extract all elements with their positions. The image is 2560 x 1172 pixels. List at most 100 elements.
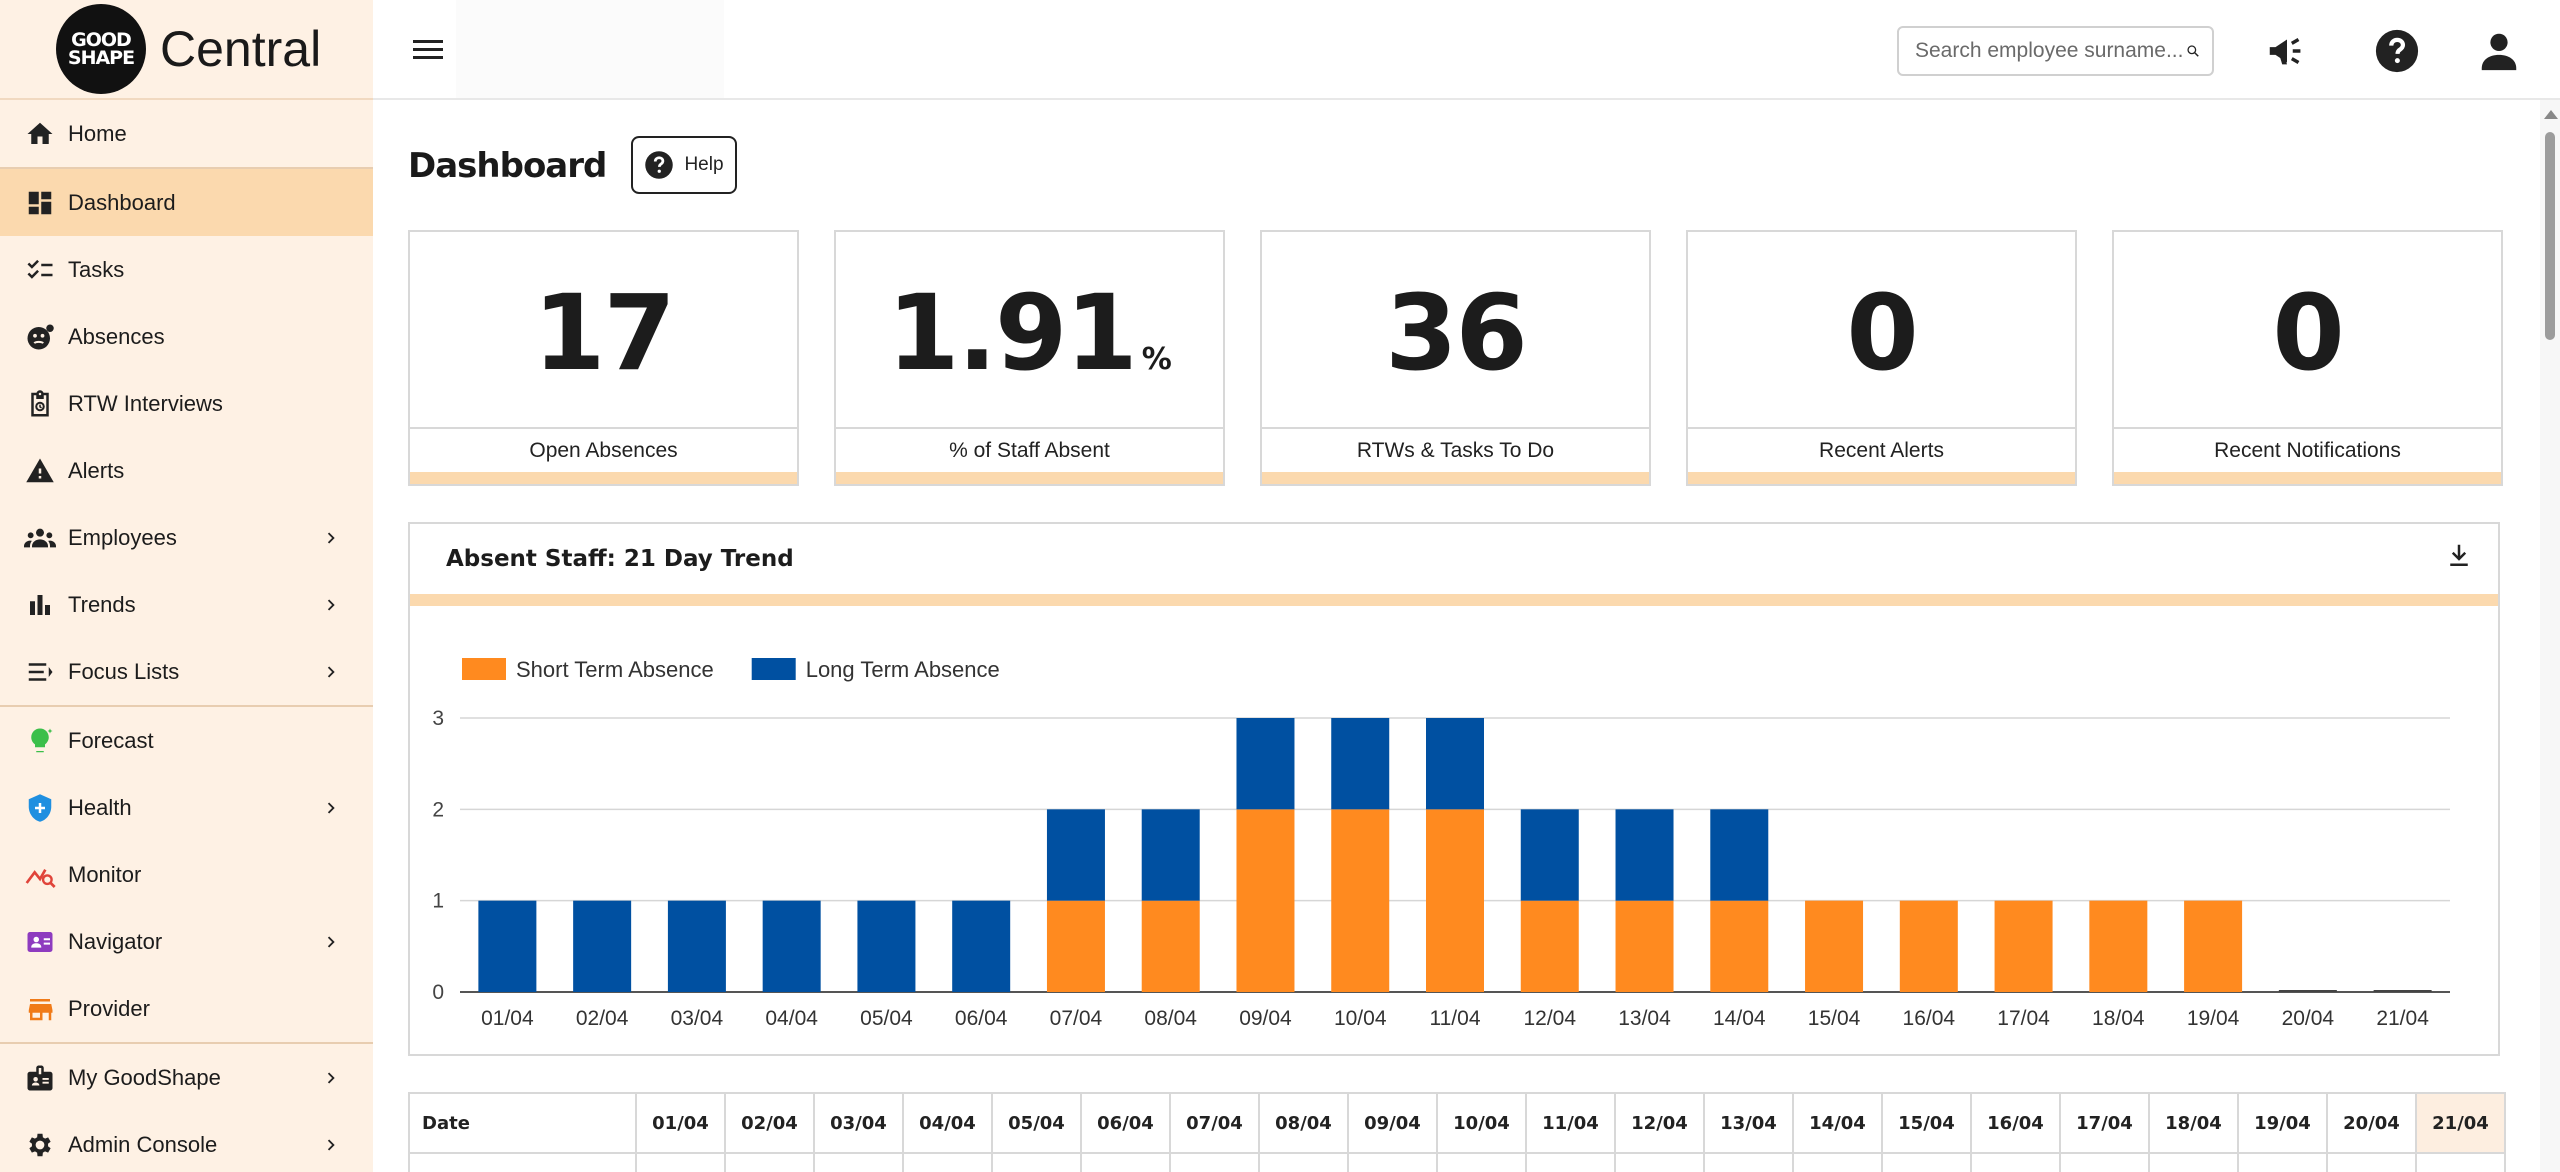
kpi-card-recent-alerts[interactable]: 0 Recent Alerts	[1686, 230, 2077, 486]
bar-segment-empty	[2373, 990, 2432, 992]
brand[interactable]: GOOD SHAPE Central	[0, 0, 373, 100]
bar-segment	[1331, 809, 1390, 992]
x-tick-label: 09/04	[1239, 1007, 1292, 1030]
bar-segment	[2184, 900, 2243, 992]
page-title: Dashboard	[408, 146, 607, 186]
header-placeholder	[456, 0, 724, 98]
x-tick-label: 03/04	[671, 1007, 724, 1030]
sidebar-item-label: Focus Lists	[68, 658, 180, 684]
x-tick-label: 14/04	[1713, 1007, 1766, 1030]
sidebar-item-my-goodshape[interactable]: My GoodShape	[0, 1044, 373, 1111]
sidebar-item-health[interactable]: Health	[0, 774, 373, 841]
chart-panel-header: Absent Staff: 21 Day Trend	[410, 524, 2498, 606]
table-cell	[1080, 1152, 1171, 1172]
kpi-number: 0	[2272, 272, 2344, 394]
people-icon	[22, 520, 58, 556]
chart-title: Absent Staff: 21 Day Trend	[446, 546, 794, 572]
table-header-day: 16/04	[1970, 1092, 2061, 1154]
sidebar-item-home[interactable]: Home	[0, 100, 373, 167]
help-button[interactable]: Help	[631, 136, 737, 194]
menu-toggle-button[interactable]	[413, 36, 443, 64]
x-tick-label: 12/04	[1523, 1007, 1576, 1030]
download-button[interactable]	[2444, 541, 2474, 577]
table-header-day: 09/04	[1347, 1092, 1438, 1154]
kpi-label: RTWs & Tasks To Do	[1262, 427, 1649, 473]
app-name: Central	[160, 21, 322, 77]
shield-icon	[22, 790, 58, 826]
kpi-unit: %	[1141, 342, 1172, 377]
x-tick-label: 19/04	[2187, 1007, 2240, 1030]
table-header-day: 07/04	[1169, 1092, 1260, 1154]
sidebar-item-absences[interactable]: Absences	[0, 303, 373, 370]
kpi-number: 36	[1385, 272, 1528, 394]
table-header-day: 06/04	[1080, 1092, 1171, 1154]
kpi-label: Recent Alerts	[1688, 427, 2075, 473]
bar-segment-empty	[2278, 990, 2337, 992]
table-cell	[2059, 1152, 2150, 1172]
sidebar-item-employees[interactable]: Employees	[0, 504, 373, 571]
x-tick-label: 06/04	[955, 1007, 1008, 1030]
sidebar-item-admin-console[interactable]: Admin Console	[0, 1111, 373, 1172]
help-button-label: Help	[684, 154, 724, 175]
x-tick-label: 16/04	[1903, 1007, 1956, 1030]
scroll-up-arrow[interactable]	[2544, 110, 2558, 119]
kpi-accent-bar	[2114, 472, 2501, 484]
user-account-button[interactable]	[2474, 26, 2524, 76]
bar-segment	[1805, 900, 1864, 992]
stacked-bar-chart: Short Term Absence Long Term Absence 0 1 2 3 0…	[432, 657, 2450, 1030]
legend-swatch	[751, 658, 796, 680]
table-header-day: 11/04	[1525, 1092, 1616, 1154]
kpi-accent-bar	[1262, 472, 1649, 484]
chevron-right-icon	[319, 1133, 343, 1157]
sidebar-item-tasks[interactable]: Tasks	[0, 236, 373, 303]
announcements-button[interactable]	[2262, 26, 2312, 76]
download-icon	[2450, 544, 2468, 566]
bar-segment	[1710, 809, 1769, 901]
search-input[interactable]	[1915, 39, 2186, 63]
sidebar-item-navigator[interactable]: Navigator	[0, 908, 373, 975]
bar-segment	[1899, 900, 1958, 992]
clipboard-icon	[22, 386, 58, 422]
sidebar-item-dashboard[interactable]: Dashboard	[0, 169, 373, 236]
kpi-card-open-absences[interactable]: 17 Open Absences	[408, 230, 799, 486]
table-cell	[902, 1152, 993, 1172]
legend-label: Long Term Absence	[806, 657, 1000, 682]
bar-segment	[1236, 718, 1295, 810]
kpi-card-rtws-tasks[interactable]: 36 RTWs & Tasks To Do	[1260, 230, 1651, 486]
page-scrollbar[interactable]	[2540, 100, 2560, 1172]
table-header-day: 20/04	[2326, 1092, 2417, 1154]
sidebar-item-label: Dashboard	[68, 189, 176, 215]
sidebar-divider	[0, 705, 373, 707]
kpi-number: 0	[1846, 272, 1918, 394]
kpi-card-staff-absent[interactable]: 1.91% % of Staff Absent	[834, 230, 1225, 486]
sidebar-item-forecast[interactable]: Forecast	[0, 707, 373, 774]
sidebar-item-trends[interactable]: Trends	[0, 571, 373, 638]
kpi-label: Recent Notifications	[2114, 427, 2501, 473]
scroll-thumb[interactable]	[2545, 132, 2555, 340]
kpi-accent-bar	[410, 472, 797, 484]
sidebar-item-focus-lists[interactable]: Focus Lists	[0, 638, 373, 705]
sidebar-item-rtw-interviews[interactable]: RTW Interviews	[0, 370, 373, 437]
sidebar-item-label: Admin Console	[68, 1131, 218, 1157]
bar-segment	[1046, 809, 1105, 901]
table-cell	[2415, 1152, 2506, 1172]
table-cell	[2237, 1152, 2328, 1172]
search-icon[interactable]	[2186, 36, 2200, 66]
sidebar-item-provider[interactable]: Provider	[0, 975, 373, 1042]
table-cell	[1970, 1152, 2061, 1172]
kpi-card-recent-notifications[interactable]: 0 Recent Notifications	[2112, 230, 2503, 486]
sidebar-item-label: Monitor	[68, 861, 142, 887]
navigator-icon	[22, 924, 58, 960]
bar-segment	[952, 900, 1011, 992]
table-cell	[1792, 1152, 1883, 1172]
x-tick-label: 04/04	[765, 1007, 818, 1030]
sidebar-item-alerts[interactable]: Alerts	[0, 437, 373, 504]
table-cell	[408, 1152, 637, 1172]
logo-text-line2: SHAPE	[67, 47, 135, 69]
chevron-right-icon	[319, 796, 343, 820]
home-icon	[22, 116, 58, 152]
table-cell	[1881, 1152, 1972, 1172]
sidebar-item-monitor[interactable]: Monitor	[0, 841, 373, 908]
sidebar-item-label: Absences	[68, 323, 165, 349]
help-button-top[interactable]	[2372, 26, 2422, 76]
